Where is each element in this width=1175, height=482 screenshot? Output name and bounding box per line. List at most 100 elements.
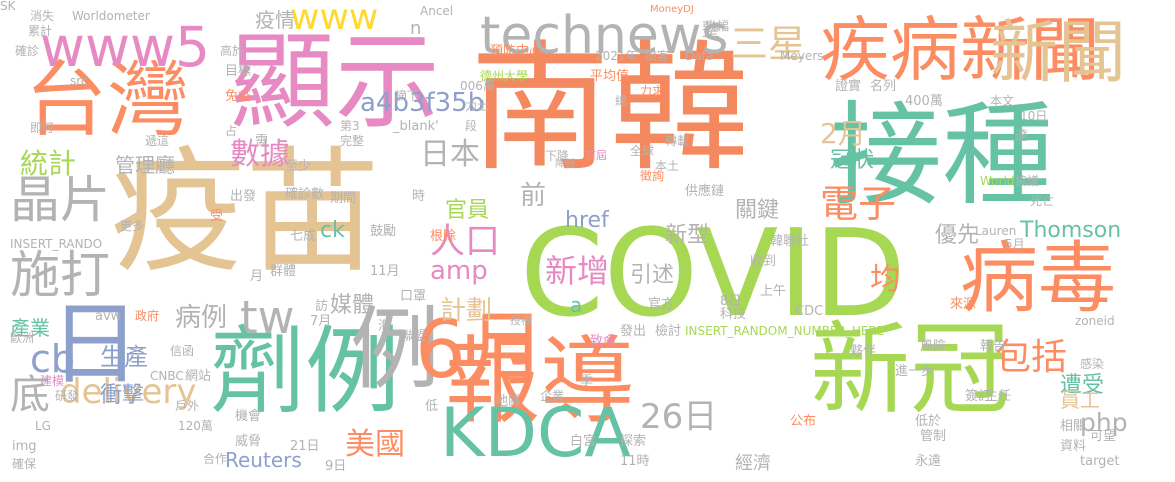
word-93: 死亡 <box>1030 194 1055 208</box>
word-161: 需 <box>255 134 269 149</box>
word-63: n <box>410 18 422 39</box>
word-110: 檢討 <box>655 324 682 339</box>
word-78: 平均值 <box>590 69 630 84</box>
word-169: Ancel <box>420 4 454 18</box>
word-35: tw <box>240 291 295 344</box>
word-2: 疫苗 <box>110 134 380 291</box>
word-37: 計劃 <box>440 296 493 326</box>
word-59: php <box>1080 408 1128 437</box>
word-54: 引述 <box>630 263 675 288</box>
word-8: 劑例 <box>210 317 401 427</box>
word-20: 施打 <box>10 246 110 304</box>
word-28: 人口 <box>430 222 501 262</box>
word-122: 可望 <box>1090 429 1117 444</box>
word-108: 科技 <box>720 307 747 322</box>
word-105: 上午 <box>760 284 787 299</box>
word-66: INSERT_RANDO <box>10 237 103 251</box>
word-73: 整 <box>699 20 720 38</box>
word-127: 白宮 <box>570 434 597 449</box>
word-176: 信函 <box>170 344 195 358</box>
word-172: 累計 <box>28 24 53 38</box>
word-136: 授權 <box>510 314 532 327</box>
word-140: 威脅 <box>235 434 262 449</box>
word-88: 本文 <box>990 94 1015 108</box>
word-17: www5 <box>40 15 210 79</box>
word-80: 006萬 <box>460 79 495 93</box>
word-164: 遞這 <box>145 134 170 148</box>
word-174: avw <box>95 309 122 324</box>
word-21: 統計 <box>20 147 77 180</box>
word-41: cb <box>30 337 76 381</box>
word-150: 月 <box>250 269 264 284</box>
word-132: 季 <box>580 374 594 389</box>
word-184: LG <box>35 419 51 433</box>
word-9: 例 <box>350 297 440 402</box>
word-175: 政府 <box>135 309 160 323</box>
word-170: 確診 <box>15 44 40 58</box>
word-26: 電子 <box>820 182 897 226</box>
word-95: 5月 <box>1005 237 1025 251</box>
word-49: 官員 <box>445 198 490 223</box>
word-10: 6月 <box>415 303 546 396</box>
word-162: 至少 <box>285 159 312 174</box>
word-182: 戶外 <box>175 399 200 413</box>
word-124: target <box>1080 454 1120 469</box>
word-46: 疫情 <box>255 8 295 32</box>
word-159: 第3 <box>340 119 360 133</box>
word-181: 網站 <box>185 369 212 384</box>
word-50: 前 <box>520 181 547 211</box>
word-155: 更多 <box>120 219 145 233</box>
word-43: 衝擊 <box>100 383 145 408</box>
word-179: CNBC <box>150 369 184 383</box>
word-100: 降低 <box>555 159 575 170</box>
word-75: 大幅 <box>705 19 730 33</box>
word-167: 高於 <box>220 44 245 58</box>
word-4: 顯示 <box>230 21 441 143</box>
word-3: COVID <box>520 205 907 344</box>
word-107: 8日 <box>720 294 742 309</box>
word-51: href <box>565 208 609 233</box>
word-77: 德州大學 <box>480 69 529 83</box>
word-101: 徵詢 <box>640 169 665 183</box>
word-56: Thomson <box>1020 218 1122 243</box>
word-144: 海 <box>378 319 392 334</box>
word-106: CDC <box>795 304 824 319</box>
word-104: 收到 <box>750 254 777 269</box>
word-115: 進一步 <box>895 364 935 379</box>
word-57: 遭受 <box>1060 373 1105 398</box>
word-39: 病例 <box>175 303 228 333</box>
word-16: technews <box>480 6 729 66</box>
word-146: 訪 <box>315 299 329 314</box>
word-0: 南韓 <box>470 28 751 191</box>
word-15: 日 <box>50 292 140 397</box>
word-125: 永遠 <box>915 454 942 469</box>
word-74: Meyers <box>780 49 824 63</box>
word-13: 新聞 <box>990 14 1127 93</box>
word-183: 120萬 <box>178 419 213 433</box>
word-58: 員工 <box>1060 388 1100 412</box>
word-44: 底 <box>10 372 50 418</box>
word-53: 關鍵 <box>735 198 780 223</box>
word-134: 地區 <box>495 394 522 409</box>
word-111: 來源 <box>950 297 977 312</box>
word-85: 證實 <box>835 79 862 94</box>
word-6: 新冠 <box>810 311 1010 428</box>
word-187: 確保 <box>12 457 37 471</box>
word-157: 時 <box>412 189 426 204</box>
word-141: 機會 <box>235 409 262 424</box>
word-12: 疾病新聞 <box>820 9 1100 91</box>
word-166: 目標 <box>225 64 252 79</box>
word-34: 美國 <box>345 427 405 462</box>
word-94: Lauren <box>975 224 1017 238</box>
word-149: 群體 <box>270 264 297 279</box>
word-118: 主任 <box>985 389 1012 404</box>
word-96: 轉載 <box>665 134 690 148</box>
word-131: 發出 <box>620 324 647 339</box>
word-97: 全球 <box>630 144 655 158</box>
word-109: 官方 <box>648 297 675 312</box>
word-83: 段 <box>465 119 478 133</box>
word-148: 七成 <box>290 229 317 244</box>
word-91: World <box>980 174 1015 188</box>
word-129: 11時 <box>620 454 650 469</box>
